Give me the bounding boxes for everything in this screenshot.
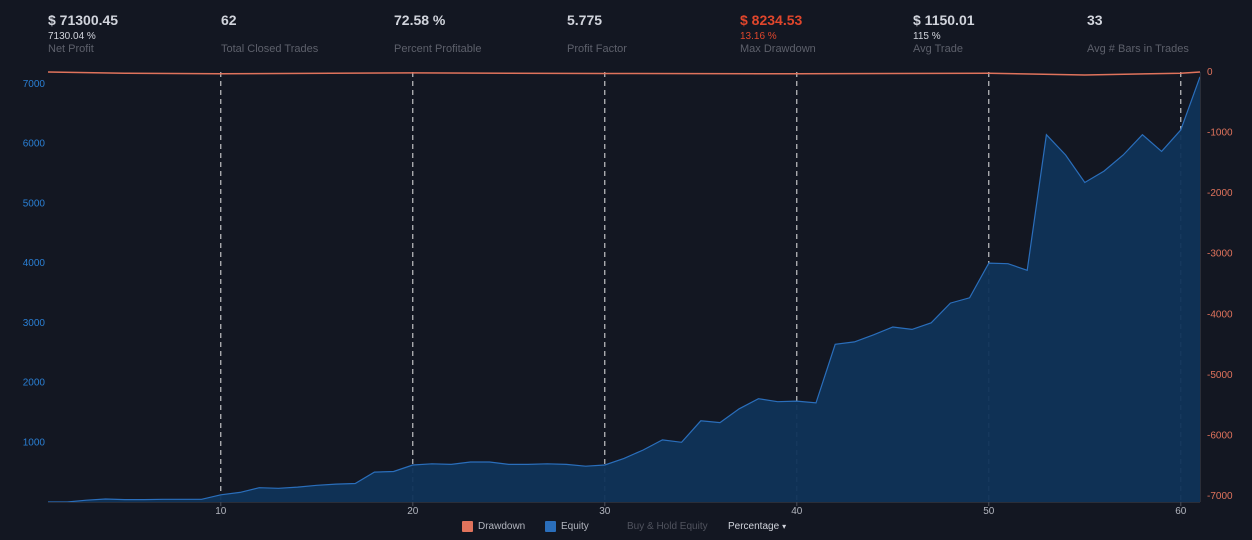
stat-avg-bars-in-trades-label: Avg # Bars in Trades	[1087, 43, 1189, 55]
legend-buy-hold-equity[interactable]: Buy & Hold Equity	[627, 521, 708, 532]
stat-max-drawdown-percent: 13.16 %	[740, 31, 777, 42]
stat-net-profit-percent: 7130.04 %	[48, 31, 96, 42]
stat-percent-profitable: 72.58 % Percent Profitable	[394, 12, 481, 56]
right-tick--3000: -3000	[1207, 249, 1233, 260]
x-tick-60: 60	[1175, 506, 1187, 517]
stat-net-profit: $ 71300.45 7130.04 % Net Profit	[48, 12, 118, 56]
x-tick-10: 10	[215, 506, 227, 517]
stat-avg-trade: $ 1150.01 115 % Avg Trade	[913, 12, 975, 56]
stat-max-drawdown: $ 8234.53 13.16 % Max Drawdown	[740, 12, 816, 56]
x-tick-40: 40	[791, 506, 803, 517]
drawdown-swatch	[462, 521, 473, 532]
stat-profit-factor-label: Profit Factor	[567, 43, 627, 55]
legend-drawdown-label: Drawdown	[478, 521, 526, 532]
left-tick-7000: 7000	[23, 79, 46, 90]
right-tick--2000: -2000	[1207, 188, 1233, 199]
right-tick--7000: -7000	[1207, 491, 1233, 502]
stat-percent-profitable-value: 72.58 %	[394, 12, 446, 28]
left-tick-5000: 5000	[23, 198, 46, 209]
stat-max-drawdown-label: Max Drawdown	[740, 43, 816, 55]
stat-total-closed-trades-label: Total Closed Trades	[221, 43, 319, 55]
stat-total-closed-trades: 62 Total Closed Trades	[221, 12, 318, 56]
right-tick--1000: -1000	[1207, 128, 1233, 139]
right-tick--5000: -5000	[1207, 370, 1233, 381]
stat-total-closed-trades-value: 62	[221, 12, 237, 28]
performance-summary: $ 71300.45 7130.04 % Net Profit 62 Total…	[0, 0, 1252, 64]
percentage-dropdown[interactable]: Percentage ▾	[728, 521, 786, 532]
legend-buy-hold-label: Buy & Hold Equity	[627, 521, 708, 532]
equity-chart[interactable]: 1000 2000 3000 4000 5000 6000 7000 0 -1000 -2000…	[0, 64, 1252, 520]
chart-axes	[48, 72, 1201, 503]
equity-area	[48, 76, 1201, 503]
equity-fill	[48, 76, 1200, 503]
left-tick-2000: 2000	[23, 378, 46, 389]
drawdown-series	[47, 71, 1201, 76]
x-tick-20: 20	[407, 506, 419, 517]
chart-legend: Drawdown Equity Buy & Hold Equity Percen…	[0, 521, 1252, 535]
stat-profit-factor-value: 5.775	[567, 12, 603, 28]
drawdown-line	[47, 71, 1201, 76]
left-tick-6000: 6000	[23, 139, 46, 150]
x-tick-30: 30	[599, 506, 611, 517]
left-tick-3000: 3000	[23, 318, 46, 329]
stat-avg-trade-label: Avg Trade	[913, 43, 963, 55]
equity-line	[48, 76, 1201, 503]
right-axis-ticks: 0 -1000 -2000 -3000 -4000 -5000 -6000 -7000	[1207, 67, 1233, 502]
stat-net-profit-value: $ 71300.45	[48, 12, 119, 28]
equity-swatch	[545, 521, 556, 532]
stat-max-drawdown-value: $ 8234.53	[740, 12, 803, 28]
chevron-down-icon: ▾	[782, 522, 787, 531]
stat-percent-profitable-label: Percent Profitable	[394, 43, 482, 55]
x-axis-ticks: 10 20 30 40 50 60	[215, 502, 1187, 517]
left-axis-ticks: 1000 2000 3000 4000 5000 6000 7000	[23, 79, 46, 448]
right-tick-0: 0	[1207, 67, 1213, 78]
stat-avg-trade-value: $ 1150.01	[913, 12, 975, 28]
legend-drawdown[interactable]: Drawdown	[462, 521, 525, 532]
stat-avg-bars-in-trades: 33 Avg # Bars in Trades	[1087, 12, 1189, 56]
stat-avg-bars-in-trades-value: 33	[1087, 12, 1103, 28]
left-tick-1000: 1000	[23, 437, 46, 448]
stat-net-profit-label: Net Profit	[48, 43, 94, 55]
stat-avg-trade-percent: 115 %	[913, 31, 941, 42]
x-tick-50: 50	[983, 506, 995, 517]
right-tick--4000: -4000	[1207, 309, 1233, 320]
left-tick-4000: 4000	[23, 258, 46, 269]
right-tick--6000: -6000	[1207, 430, 1233, 441]
legend-equity-label: Equity	[561, 521, 589, 532]
legend-equity[interactable]: Equity	[545, 521, 589, 532]
percentage-dropdown-label: Percentage	[728, 521, 780, 532]
stat-profit-factor: 5.775 Profit Factor	[567, 12, 627, 56]
